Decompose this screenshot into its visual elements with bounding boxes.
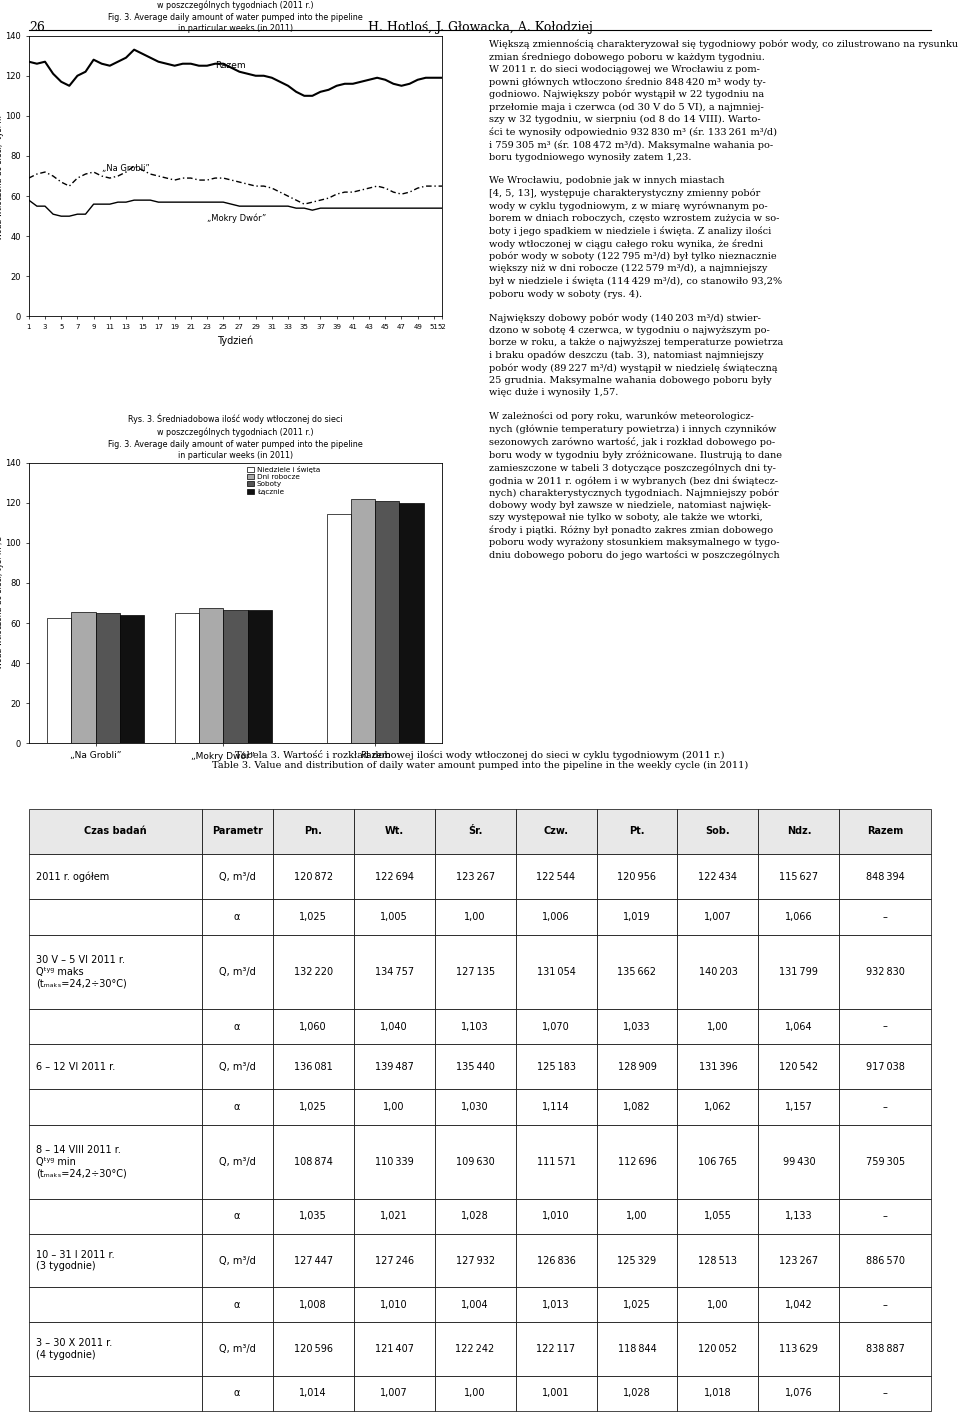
Bar <box>350 499 375 744</box>
Bar <box>96 613 120 744</box>
Text: H. Hotloś, J. Głowacka, A. Kołodziej: H. Hotloś, J. Głowacka, A. Kołodziej <box>368 21 592 34</box>
Legend: Niedziele i święta, Dni robocze, Soboty, Łącznie: Niedziele i święta, Dni robocze, Soboty,… <box>248 466 320 494</box>
Text: Razem: Razem <box>215 61 246 70</box>
Bar <box>224 610 248 744</box>
Bar <box>120 614 144 744</box>
Text: Większą zmiennością charakteryzował się tygodniowy pobór wody, co zilustrowano n: Większą zmiennością charakteryzował się … <box>490 38 960 560</box>
Title: Rys. 3. Średniadobowa ilość wody wtłoczonej do sieci
w poszczególnych tygodniach: Rys. 3. Średniadobowa ilość wody wtłoczo… <box>108 0 363 33</box>
Text: 26: 26 <box>29 21 45 34</box>
Text: Tabela 3. Wartość i rozkład dobowej ilości wody wtłoczonej do sieci w cyklu tygo: Tabela 3. Wartość i rozkład dobowej iloś… <box>212 750 748 771</box>
X-axis label: Tydzień: Tydzień <box>217 336 253 346</box>
Text: „Mokry Dwór”: „Mokry Dwór” <box>207 214 266 224</box>
Bar <box>248 610 272 744</box>
Bar <box>375 500 399 744</box>
Bar <box>175 613 199 744</box>
Bar <box>199 608 224 744</box>
Bar <box>326 513 350 744</box>
Title: Rys. 3. Średniadobowa ilość wody wtłoczonej do sieci
w poszczególnych tygodniach: Rys. 3. Średniadobowa ilość wody wtłoczo… <box>108 413 363 460</box>
Bar <box>71 611 96 744</box>
Text: „Na Grobli”: „Na Grobli” <box>102 164 150 172</box>
Y-axis label: Woda wtłoczona do sieci, tys. m³/d: Woda wtłoczona do sieci, tys. m³/d <box>0 536 4 670</box>
Y-axis label: Woda wtłoczona do sieci,  tys. m³: Woda wtłoczona do sieci, tys. m³ <box>0 113 4 239</box>
Bar <box>399 503 423 744</box>
Bar <box>47 618 71 744</box>
